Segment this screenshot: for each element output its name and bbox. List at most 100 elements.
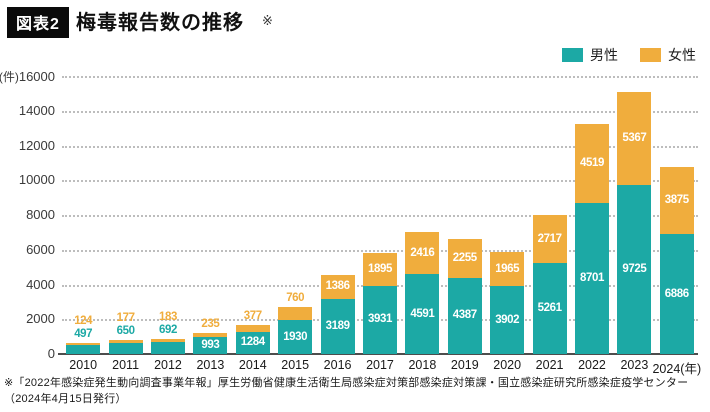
bar-column-2011: 650 177: [108, 76, 143, 354]
bar-female-value-2021: 2717: [537, 232, 562, 245]
legend-label-male: 男性: [590, 47, 618, 63]
bar-column-2019: 4387 2255: [447, 76, 482, 354]
bar-male-value-2015: 1930: [283, 330, 308, 343]
bar-male-value-2014: 1284: [240, 336, 265, 349]
bar-female-value-2024: 3875: [664, 194, 689, 207]
x-tick-2017: 2017: [366, 358, 394, 372]
y-tick-6000: 6000: [26, 241, 55, 257]
legend-label-female: 女性: [668, 47, 696, 63]
x-tick-2020: 2020: [493, 358, 522, 372]
bar-female-segment-2018: [405, 232, 440, 275]
x-tick-2011: 2011: [112, 358, 140, 372]
bar-female-segment-2021: [532, 215, 567, 263]
y-tick-16000: (件)16000: [0, 69, 55, 84]
bar-male-segment-2017: [363, 285, 397, 354]
bar-female-value-2014: 377: [243, 310, 262, 323]
bar-male-segment-2012: [151, 341, 185, 354]
bar-column-2017: 3931 1895: [363, 76, 397, 354]
y-tick-8000: 8000: [26, 207, 55, 222]
bar-male-segment-2021: [532, 262, 567, 354]
x-tick-2012: 2012: [154, 358, 182, 372]
bar-column-2012: 692 183: [151, 76, 185, 354]
bar-male-segment-2018: [405, 274, 440, 354]
gridline-16000: [62, 76, 698, 78]
gridline-8000: [62, 215, 698, 217]
bar-male-segment-2022: [575, 202, 609, 354]
y-tick-4000: 4000: [26, 276, 55, 292]
page-title: 梅毒報告数の推移: [76, 12, 244, 34]
female-color-swatch: [640, 48, 661, 62]
bar-column-2014: 1284 377: [235, 76, 270, 354]
x-tick-2023: 2023: [620, 358, 649, 372]
bar-female-value-2010: 124: [74, 315, 93, 328]
x-tick-2022: 2022: [578, 358, 606, 372]
bar-male-segment-2024: [659, 234, 694, 354]
bar-female-value-2023: 5367: [622, 131, 647, 144]
bar-male-segment-2023: [617, 185, 652, 354]
bar-female-segment-2016: [320, 274, 355, 299]
bar-female-value-2019: 2255: [452, 251, 477, 264]
legend-item-male: 男性: [562, 45, 618, 65]
bar-male-value-2011: 650: [116, 324, 135, 337]
legend-item-female: 女性: [640, 45, 696, 65]
bar-male-segment-2014: [235, 331, 270, 354]
bar-male-segment-2011: [108, 342, 143, 354]
figure-number-badge: 図表2: [7, 7, 69, 38]
bar-column-2010: 497 124: [66, 76, 101, 354]
x-tick-2024: 2024(年): [652, 362, 702, 376]
bar-female-value-2018: 2416: [410, 246, 435, 259]
male-color-swatch: [562, 48, 583, 62]
bar-female-segment-2013: [193, 332, 228, 337]
x-tick-2018: 2018: [408, 358, 437, 372]
y-axis-unit: (件): [0, 70, 19, 84]
bar-female-segment-2012: [151, 338, 185, 342]
bar-female-value-2012: 183: [159, 310, 177, 323]
bar-female-segment-2023: [617, 91, 652, 186]
bar-male-value-2024: 6886: [664, 287, 689, 300]
bar-female-value-2016: 1386: [325, 280, 350, 293]
bar-column-2024: 6886 3875: [659, 76, 694, 354]
y-axis: 0 2000 4000 6000 8000 10000 12000 14000 (件)16000: [0, 69, 58, 361]
x-tick-2015: 2015: [281, 358, 310, 372]
bar-male-segment-2020: [490, 286, 525, 354]
bar-male-value-2017: 3931: [368, 313, 392, 326]
bar-female-segment-2019: [447, 238, 482, 278]
bar-male-segment-2010: [66, 345, 101, 354]
x-axis-baseline: [58, 353, 698, 355]
bar-male-value-2022: 8701: [580, 271, 604, 284]
y-tick-0: 0: [47, 346, 55, 361]
plot-area: 497 124 2010 650 177 2011 692 183 2012 993 235 2013…: [58, 76, 701, 376]
bar-column-2020: 3902 1965: [490, 76, 525, 354]
bar-male-value-2023: 9725: [622, 263, 647, 276]
bar-female-segment-2015: [278, 307, 313, 321]
x-tick-2019: 2019: [450, 358, 479, 372]
bar-female-segment-2020: [490, 252, 525, 287]
bar-female-segment-2011: [108, 339, 143, 343]
y-tick-12000: 12000: [18, 137, 55, 153]
gridline-14000: [62, 110, 698, 113]
bar-female-value-2017: 1895: [368, 262, 392, 275]
x-tick-2021: 2021: [535, 358, 564, 372]
bar-female-segment-2014: [235, 325, 270, 332]
bar-female-value-2020: 1965: [495, 262, 520, 275]
bar-column-2018: 4591 2416: [405, 76, 440, 354]
gridline-6000: [62, 249, 698, 252]
x-tick-2010: 2010: [69, 358, 98, 372]
bar-male-segment-2019: [447, 277, 482, 354]
x-tick-2014: 2014: [238, 358, 267, 372]
bar-male-value-2016: 3189: [325, 319, 350, 332]
bar-male-value-2013: 993: [201, 338, 220, 351]
x-tick-2013: 2013: [196, 358, 225, 372]
x-tick-2016: 2016: [323, 358, 352, 372]
bar-female-segment-2017: [363, 252, 397, 286]
bar-male-value-2012: 692: [159, 323, 177, 336]
bar-male-segment-2016: [320, 298, 355, 354]
bar-male-segment-2015: [278, 320, 313, 354]
bar-female-value-2022: 4519: [580, 157, 604, 170]
title-footnote-mark: ※: [262, 13, 273, 28]
bar-column-2013: 993 235: [193, 76, 228, 354]
bar-female-segment-2022: [575, 124, 609, 203]
y-tick-14000: 14000: [18, 102, 55, 118]
bar-column-2016: 3189 1386: [320, 76, 355, 354]
